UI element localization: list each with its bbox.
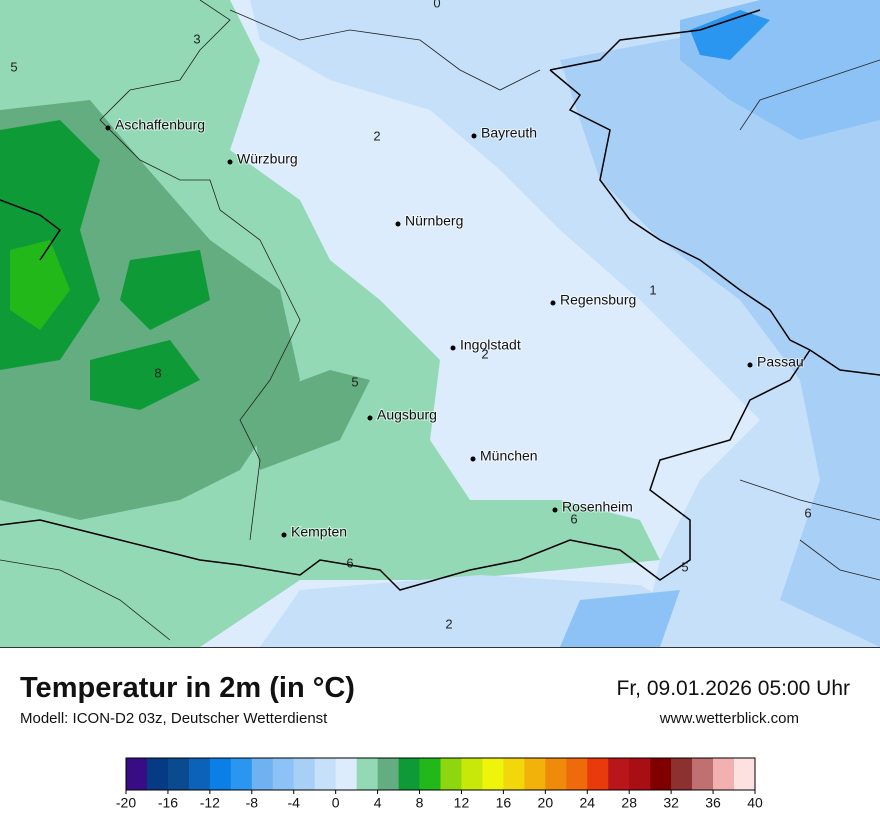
colorbar-bin: [377, 758, 399, 790]
colorbar-bin: [629, 758, 651, 790]
colorbar-bin: [126, 758, 148, 790]
city-label: München: [480, 448, 538, 464]
city-dot: [450, 345, 456, 351]
colorbar-bin: [545, 758, 567, 790]
colorbar-bin: [671, 758, 693, 790]
city-label: Ingolstadt: [460, 337, 521, 353]
colorbar-bin: [503, 758, 525, 790]
colorbar-bin: [272, 758, 295, 790]
city-dot: [281, 532, 287, 538]
contour-label: 5: [351, 374, 358, 389]
contour-label: 5: [10, 59, 17, 74]
warm-area: [250, 370, 370, 470]
colorbar-tick-label: -20: [116, 795, 136, 811]
colorbar-tick-label: 4: [374, 795, 382, 811]
divider: [0, 647, 880, 648]
alpine-cold: [560, 590, 680, 647]
map: Aschaffenburg Würzburg Bayreuth Nürnberg Reg…: [0, 0, 880, 647]
contour-label: 2: [445, 616, 452, 631]
colorbar-tick-label: 8: [416, 795, 424, 811]
colorbar-bin: [440, 758, 462, 790]
city-dot: [227, 159, 233, 165]
contour-label: 2: [373, 128, 380, 143]
subtitle: Modell: ICON-D2 03z, Deutscher Wetterdie…: [20, 710, 328, 727]
coldest-area: [690, 10, 770, 60]
colorbar-tick-label: 0: [332, 795, 340, 811]
colorbar-bin: [734, 758, 756, 790]
city-label: Passau: [757, 354, 804, 370]
warmer-area: [120, 250, 210, 330]
colorbar-bin: [608, 758, 630, 790]
contour-label: 5: [681, 559, 688, 574]
colorbar-bin: [692, 758, 714, 790]
colorbar-tick-label: 40: [747, 795, 763, 811]
colorbar-tick-label: 16: [496, 795, 512, 811]
city-dot: [552, 507, 558, 513]
regions: [0, 0, 880, 641]
contour-label: 1: [649, 282, 656, 297]
colorbar-tick-label: 24: [579, 795, 595, 811]
warmest-area: [10, 240, 70, 330]
city-label: Regensburg: [560, 292, 636, 308]
colorbar-bin: [146, 758, 169, 790]
colorbar-bin: [419, 758, 441, 790]
contour-label: 6: [804, 505, 811, 520]
colorbar-bin: [230, 758, 253, 790]
colorbar-bin: [398, 758, 420, 790]
colorbar-tick-label: -8: [246, 795, 259, 811]
colorbar-tick-label: 28: [621, 795, 637, 811]
city-dot: [747, 362, 753, 368]
warmer-area: [90, 340, 200, 410]
colorbar-bin: [188, 758, 211, 790]
contour-label: 3: [193, 31, 200, 46]
website: www.wetterblick.com: [659, 710, 799, 727]
cold-area: [560, 0, 880, 647]
city-dot: [105, 125, 111, 131]
colorbar-bin: [251, 758, 274, 790]
city-label: Aschaffenburg: [115, 117, 205, 133]
colorbar-bin: [566, 758, 588, 790]
colorbar-bin: [293, 758, 315, 790]
city-label: Rosenheim: [562, 499, 633, 515]
city-dot: [470, 456, 476, 462]
contour-label: 6: [570, 511, 577, 526]
colorbar-tick-label: 20: [538, 795, 554, 811]
city-dot: [550, 300, 556, 306]
colorbar-bin: [482, 758, 504, 790]
colorbar-tick-label: -16: [158, 795, 178, 811]
colorbar-bin: [650, 758, 672, 790]
contour-label: 0: [433, 0, 440, 10]
city-label: Augsburg: [377, 407, 437, 423]
contour-label: 2: [481, 346, 488, 361]
contour-label: 6: [346, 555, 353, 570]
colorbar-tick-label: 36: [705, 795, 721, 811]
city-dot: [367, 415, 373, 421]
colorbar-bin: [356, 758, 378, 790]
colorbar-bin: [587, 758, 609, 790]
colorbar-tick-label: -4: [288, 795, 301, 811]
borders: [0, 9, 880, 591]
colorbar-bin: [713, 758, 735, 790]
city-label: Kempten: [291, 524, 347, 540]
city-label: Bayreuth: [481, 125, 537, 141]
city-label: Nürnberg: [405, 213, 463, 229]
colorbar-bin: [314, 758, 336, 790]
date: Fr, 09.01.2026 05:00 Uhr: [616, 677, 851, 700]
city-dot: [471, 133, 477, 139]
title: Temperatur in 2m (in °C): [20, 672, 355, 704]
colorbar-bin: [167, 758, 190, 790]
colorbar-frame: [125, 757, 756, 791]
colorbar-bin: [461, 758, 483, 790]
colorbar-tick-label: -12: [200, 795, 220, 811]
colorbar-tick-label: 32: [663, 795, 679, 811]
contour-label: 8: [154, 365, 161, 380]
colorbar-bin: [209, 758, 232, 790]
colorbar: -20 -16 -12 -8 -4 0 4 8 12 16 20 24 28 32 36 40: [116, 757, 763, 811]
colorbar-bin: [335, 758, 357, 790]
city-dot: [395, 221, 401, 227]
colorbar-bin: [524, 758, 546, 790]
city-label: Würzburg: [237, 151, 298, 167]
colorbar-tick-label: 12: [454, 795, 470, 811]
